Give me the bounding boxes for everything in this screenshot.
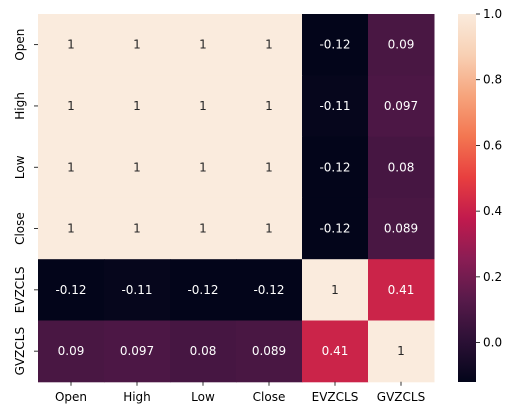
heatmap-cell	[38, 136, 105, 199]
heatmap-cell	[236, 75, 303, 138]
x-tick-label: Low	[191, 390, 215, 404]
cell-label: 0.08	[388, 160, 415, 174]
heatmap-cell	[104, 75, 171, 138]
cell-label: -0.12	[319, 38, 350, 52]
cell-label: -0.12	[319, 222, 350, 236]
heatmap-cell	[302, 75, 369, 138]
colorbar-tick-label: 0.8	[483, 73, 502, 87]
heatmap-cell	[368, 136, 435, 199]
heatmap-cell	[302, 320, 369, 383]
y-tick-label: GVZCLS	[13, 327, 27, 375]
heatmap-cell	[38, 197, 105, 260]
colorbar-gradient	[458, 14, 476, 382]
heatmap-cell	[170, 136, 237, 199]
heatmap-cell	[104, 259, 171, 321]
cell-label: 1	[199, 222, 207, 236]
colorbar: 0.0 0.2 0.4 0.6 0.8 1.0	[458, 7, 502, 382]
cell-label: 1	[67, 99, 75, 113]
heatmap-cell	[170, 320, 237, 383]
cell-label: -0.12	[187, 283, 218, 297]
cell-annotations: 1 1 1 1 -0.12 0.09 1 1 1 1 -0.11 0.097 1 1 1 1 -0.12 0.08…	[55, 38, 418, 358]
heatmap-cells	[38, 14, 435, 383]
heatmap-cell	[236, 14, 303, 76]
cell-label: 0.08	[190, 344, 217, 358]
heatmap-cell	[236, 259, 303, 321]
heatmap-cell	[302, 136, 369, 199]
cell-label: 0.089	[384, 222, 418, 236]
cell-label: 1	[331, 283, 339, 297]
cell-label: -0.12	[319, 160, 350, 174]
cell-label: 1	[265, 38, 273, 52]
cell-label: 1	[397, 344, 405, 358]
heatmap-cell	[302, 259, 369, 321]
cell-label: 0.41	[388, 283, 415, 297]
cell-label: 1	[133, 222, 141, 236]
cell-label: 0.41	[322, 344, 349, 358]
heatmap-cell	[38, 75, 105, 138]
colorbar-axis: 0.0 0.2 0.4 0.6 0.8 1.0	[476, 7, 502, 350]
heatmap-cell	[170, 259, 237, 321]
cell-label: 1	[199, 38, 207, 52]
x-tick-label: GVZCLS	[377, 390, 425, 404]
x-tick-label: High	[123, 390, 151, 404]
heatmap-cell	[236, 136, 303, 199]
cell-label: 1	[67, 160, 75, 174]
colorbar-tick-label: 0.0	[483, 336, 502, 350]
cell-label: 0.09	[58, 344, 85, 358]
cell-label: 1	[265, 160, 273, 174]
y-tick-label: EVZCLS	[13, 266, 27, 313]
cell-label: 1	[265, 222, 273, 236]
heatmap-cell	[38, 320, 105, 383]
colorbar-tick-label: 0.2	[483, 270, 502, 284]
heatmap-cell	[368, 14, 435, 76]
heatmap-cell	[236, 320, 303, 383]
colorbar-tick-label: 0.4	[483, 204, 502, 218]
heatmap-cell	[104, 320, 171, 383]
y-tick-label: Low	[13, 155, 27, 179]
y-axis: Open High Low Close EVZCLS GVZCLS	[13, 29, 38, 375]
cell-label: 1	[133, 160, 141, 174]
heatmap-cell	[368, 75, 435, 138]
heatmap-cell	[170, 197, 237, 260]
x-axis: Open High Low Close EVZCLS GVZCLS	[55, 381, 425, 404]
heatmap-cell	[38, 259, 105, 321]
cell-label: 1	[199, 160, 207, 174]
cell-label: 1	[67, 38, 75, 52]
y-tick-label: High	[13, 92, 27, 120]
cell-label: -0.11	[319, 99, 350, 113]
x-tick-label: EVZCLS	[312, 390, 359, 404]
cell-label: 1	[199, 99, 207, 113]
heatmap-cell	[104, 14, 171, 76]
cell-label: -0.11	[121, 283, 152, 297]
cell-label: 1	[265, 99, 273, 113]
heatmap-cell	[302, 197, 369, 260]
cell-label: 0.097	[120, 344, 154, 358]
cell-label: 0.089	[252, 344, 286, 358]
heatmap-cell	[302, 14, 369, 76]
heatmap-cell	[170, 14, 237, 76]
x-tick-label: Close	[253, 390, 286, 404]
heatmap-cell	[170, 75, 237, 138]
x-tick-label: Open	[55, 390, 87, 404]
cell-label: 1	[133, 99, 141, 113]
cell-label: -0.12	[55, 283, 86, 297]
heatmap-cell	[368, 320, 435, 383]
cell-label: 0.097	[384, 99, 418, 113]
cell-label: 1	[67, 222, 75, 236]
colorbar-tick-label: 1.0	[483, 7, 502, 21]
heatmap-cell	[368, 197, 435, 260]
y-tick-label: Close	[13, 212, 27, 245]
heatmap-cell	[104, 136, 171, 199]
cell-label: 1	[133, 38, 141, 52]
y-tick-label: Open	[13, 29, 27, 61]
heatmap-cell	[236, 197, 303, 260]
cell-label: -0.12	[253, 283, 284, 297]
cell-label: 0.09	[388, 38, 415, 52]
heatmap-cell	[38, 14, 105, 76]
colorbar-tick-label: 0.6	[483, 138, 502, 152]
heatmap-cell	[104, 197, 171, 260]
heatmap-cell	[368, 259, 435, 321]
